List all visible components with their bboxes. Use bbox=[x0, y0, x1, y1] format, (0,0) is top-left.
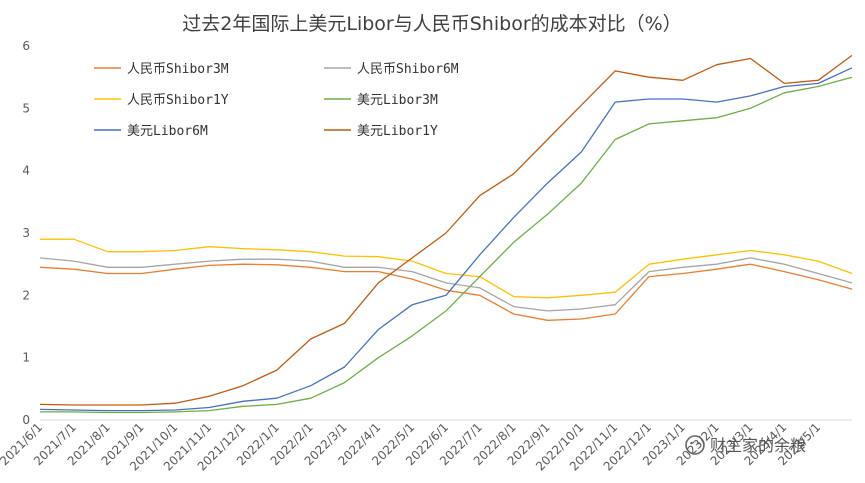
legend-label: 美元Libor1Y bbox=[357, 124, 438, 139]
legend-label: 美元Libor6M bbox=[127, 124, 208, 139]
wechat-icon bbox=[685, 435, 705, 455]
y-tick-label: 3 bbox=[22, 226, 30, 240]
x-axis-ticks: 2021/6/12021/7/12021/8/12021/9/12021/10/… bbox=[0, 420, 823, 473]
legend-label: 美元Libor3M bbox=[357, 93, 438, 108]
y-tick-label: 2 bbox=[22, 288, 30, 302]
y-tick-label: 0 bbox=[22, 413, 30, 427]
wechat-icon-eye-left bbox=[690, 441, 693, 445]
legend: 人民币Shibor3M 人民币Shibor6M 人民币Shibor1Y 美元Libor… bbox=[94, 62, 459, 139]
series-line-5 bbox=[39, 54, 853, 406]
watermark-text: 财主家的余粮 bbox=[710, 436, 806, 455]
series-line-1 bbox=[39, 257, 853, 312]
y-tick-label: 4 bbox=[22, 164, 30, 178]
series-line-4 bbox=[39, 67, 853, 412]
series-lines bbox=[39, 54, 853, 414]
legend-label: 人民币Shibor1Y bbox=[127, 93, 229, 108]
legend-label: 人民币Shibor6M bbox=[357, 62, 459, 77]
series-line-0 bbox=[39, 263, 853, 321]
y-tick-label: 1 bbox=[22, 351, 30, 365]
wechat-icon-eye-right bbox=[697, 441, 700, 445]
legend-label: 人民币Shibor3M bbox=[127, 62, 229, 77]
series-line-2 bbox=[40, 238, 853, 299]
series-line-3 bbox=[40, 76, 853, 414]
y-tick-label: 6 bbox=[22, 39, 30, 53]
chart-title: 过去2年国际上美元Libor与人民币Shibor的成本对比（%） bbox=[182, 13, 681, 35]
y-tick-label: 5 bbox=[22, 101, 30, 115]
y-axis-ticks: 0 1 2 3 4 5 6 bbox=[22, 39, 30, 427]
watermark: 财主家的余粮 bbox=[685, 435, 806, 455]
